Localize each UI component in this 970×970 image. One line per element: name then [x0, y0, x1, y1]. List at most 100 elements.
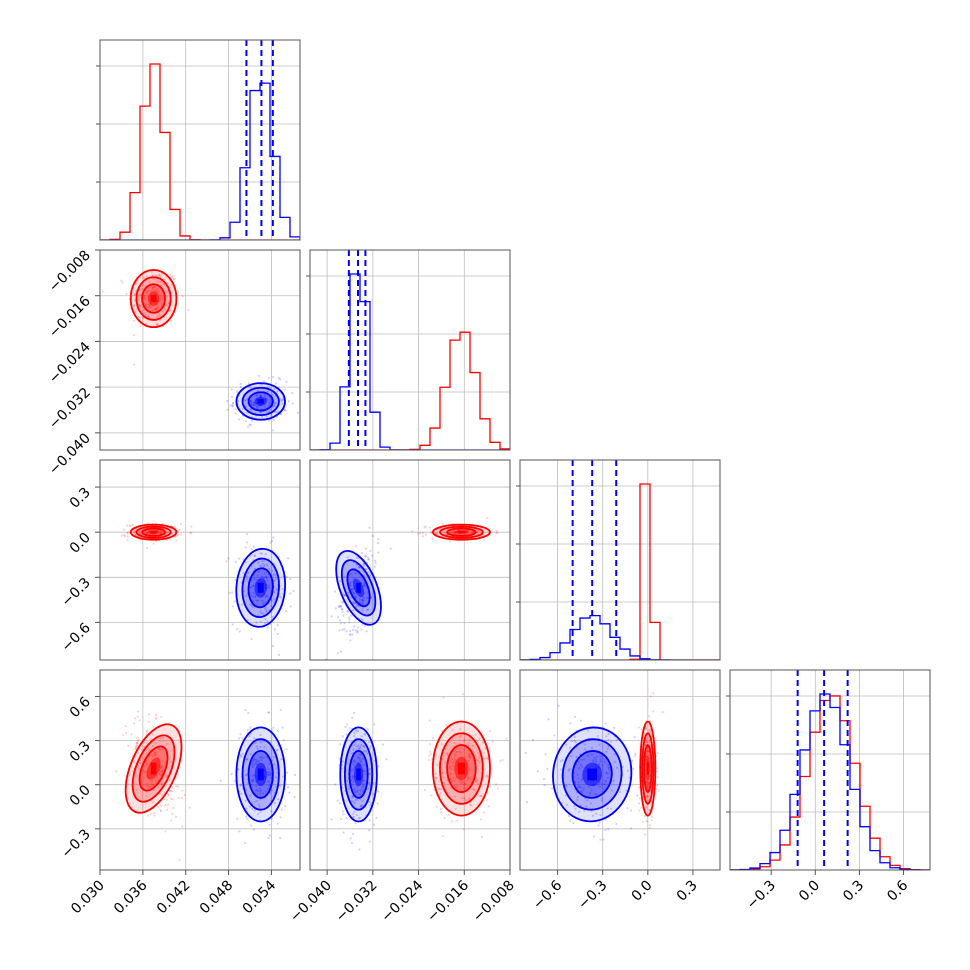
sample-point — [591, 814, 594, 817]
sample-point — [279, 378, 282, 381]
sample-point — [440, 743, 444, 746]
sample-point — [589, 802, 593, 805]
sample-point — [161, 297, 165, 300]
sample-point — [140, 748, 144, 751]
sample-point — [157, 747, 161, 750]
sample-point — [646, 746, 650, 750]
sample-point — [160, 281, 163, 284]
sample-point — [160, 764, 163, 768]
sample-point — [467, 797, 471, 800]
x-tick-label: 0.0 — [629, 878, 656, 905]
sample-point — [367, 558, 370, 561]
density-peak — [150, 762, 157, 775]
sample-point — [360, 734, 363, 738]
sample-point — [139, 304, 142, 308]
sample-point — [583, 748, 586, 751]
sample-point — [260, 612, 263, 615]
sample-point — [352, 774, 355, 778]
sample-point — [575, 755, 578, 758]
sample-point — [442, 696, 445, 699]
sample-point — [486, 798, 489, 802]
sample-point — [625, 789, 628, 792]
sample-point — [161, 531, 164, 534]
sample-point — [645, 741, 648, 744]
sample-point — [250, 403, 253, 406]
sample-point — [476, 778, 479, 781]
sample-point — [151, 310, 154, 313]
sample-point — [241, 737, 244, 740]
sample-point — [361, 606, 364, 610]
sample-point — [123, 535, 126, 538]
sample-point — [144, 770, 148, 773]
sample-point — [251, 761, 254, 764]
sample-point — [567, 815, 571, 818]
sample-point — [138, 530, 141, 533]
sample-point — [145, 782, 149, 785]
sample-point — [153, 754, 156, 757]
sample-point — [348, 621, 351, 624]
sample-point — [257, 570, 260, 573]
sample-point — [501, 758, 504, 762]
sample-point — [494, 783, 498, 786]
sample-point — [230, 388, 233, 391]
sample-point — [588, 791, 592, 795]
sample-point — [644, 726, 647, 729]
sample-point — [600, 799, 604, 802]
sample-point — [162, 310, 165, 313]
sample-point — [339, 619, 342, 622]
sample-point — [134, 745, 137, 748]
y-tick-label: 0.0 — [67, 782, 94, 809]
sample-point — [464, 798, 467, 802]
sample-point — [355, 563, 358, 566]
sample-point — [160, 530, 163, 533]
sample-point — [550, 787, 553, 790]
x-tick-label: 0.054 — [240, 877, 280, 917]
sample-point — [598, 785, 602, 789]
sample-point — [590, 810, 593, 813]
sample-point — [140, 762, 143, 765]
sample-point — [368, 772, 372, 775]
sample-point — [267, 410, 271, 413]
sample-point — [138, 762, 141, 765]
sample-point — [449, 786, 452, 790]
sample-point — [263, 395, 266, 398]
sample-point — [353, 788, 356, 791]
sample-point — [169, 760, 173, 764]
density-peak — [150, 531, 157, 534]
sample-point — [142, 309, 145, 312]
sample-point — [366, 608, 370, 611]
sample-point — [124, 724, 127, 728]
sample-point — [145, 730, 148, 733]
sample-point — [454, 808, 457, 811]
sample-point — [159, 770, 162, 773]
sample-point — [525, 801, 529, 804]
sample-point — [357, 747, 360, 750]
sample-point — [296, 411, 300, 414]
sample-point — [134, 717, 137, 720]
sample-point — [137, 530, 141, 533]
sample-point — [279, 816, 282, 819]
sample-point — [258, 787, 262, 790]
sample-point — [339, 579, 342, 583]
sample-point — [459, 781, 462, 784]
sample-point — [353, 810, 356, 813]
sample-point — [180, 796, 183, 800]
sample-point — [573, 739, 576, 742]
sample-point — [475, 781, 478, 784]
sample-point — [255, 394, 258, 397]
contour-panel-3-0 — [99, 669, 301, 871]
sample-point — [367, 558, 370, 561]
sample-point — [361, 602, 364, 605]
sample-point — [164, 304, 167, 307]
contour-panel-1-0 — [99, 249, 301, 451]
sample-point — [613, 753, 616, 756]
sample-point — [249, 423, 252, 426]
sample-point — [156, 315, 159, 318]
sample-point — [289, 592, 292, 595]
sample-point — [240, 784, 243, 787]
sample-point — [263, 559, 266, 562]
sample-point — [461, 797, 464, 800]
sample-point — [355, 813, 358, 816]
sample-point — [360, 598, 364, 602]
sample-point — [350, 588, 353, 591]
